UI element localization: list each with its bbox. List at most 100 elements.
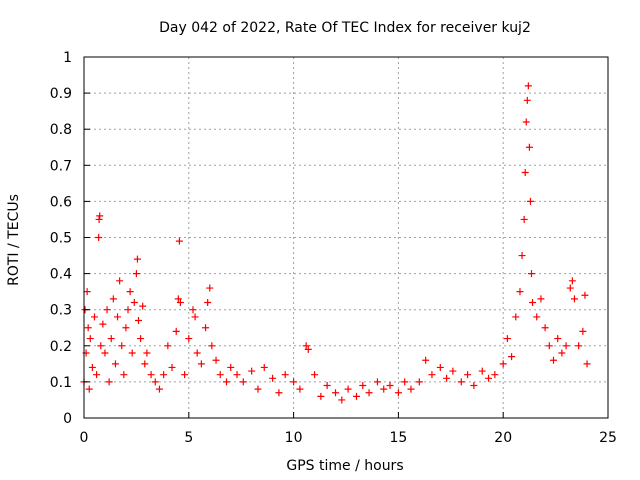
data-point [208, 342, 216, 350]
data-point [269, 374, 277, 382]
data-point [478, 367, 486, 375]
data-point [317, 392, 325, 400]
data-point [197, 360, 205, 368]
y-tick-label: 0.5 [50, 231, 72, 247]
data-point [191, 313, 199, 321]
data-point [359, 382, 367, 390]
data-point [394, 389, 402, 397]
data-point [436, 363, 444, 371]
data-point [529, 298, 537, 306]
data-point [233, 371, 241, 379]
x-tick-label: 20 [494, 430, 512, 446]
data-point [151, 378, 159, 386]
data-point [550, 356, 558, 364]
data-point [570, 295, 578, 303]
y-axis-label: ROTI / TECUs [6, 194, 22, 286]
data-point [464, 371, 472, 379]
data-point [583, 360, 591, 368]
data-point [575, 342, 583, 350]
data-point [216, 371, 224, 379]
y-tick-label: 0.1 [50, 375, 72, 391]
data-point [95, 215, 103, 223]
data-point [93, 371, 101, 379]
data-point [88, 363, 96, 371]
data-point [518, 252, 526, 260]
data-point [176, 298, 184, 306]
y-axis-ticks: 0 0.1 0.2 0.3 0.4 0.5 0.6 0.7 0.8 0.9 1 [50, 50, 90, 427]
data-point [380, 385, 388, 393]
data-point [133, 255, 141, 263]
data-point [95, 234, 103, 241]
data-point [516, 288, 524, 296]
x-tick-label: 25 [599, 430, 617, 446]
x-axis-ticks: 0 5 10 15 20 25 [80, 412, 617, 446]
data-point [525, 143, 533, 151]
data-point [204, 298, 212, 306]
data-point [533, 313, 541, 321]
data-point [103, 306, 111, 314]
chart-title: Day 042 of 2022, Rate Of TEC Index for r… [159, 20, 531, 36]
x-tick-label: 15 [389, 430, 407, 446]
data-point [302, 342, 310, 350]
data-point [581, 291, 589, 299]
data-point [428, 371, 436, 379]
data-point [541, 324, 549, 332]
data-point [522, 118, 530, 126]
data-point [352, 392, 360, 400]
data-point [537, 295, 545, 303]
x-tick-label: 0 [80, 430, 89, 446]
data-point [470, 382, 478, 390]
data-point [512, 313, 520, 321]
data-point [101, 349, 109, 357]
data-point [415, 378, 423, 386]
data-point [137, 335, 145, 343]
x-tick-label: 10 [285, 430, 303, 446]
data-point [323, 382, 331, 390]
data-point [304, 345, 312, 353]
data-point [134, 317, 142, 325]
data-point [566, 284, 574, 292]
x-tick-label: 5 [184, 430, 193, 446]
data-point [401, 378, 409, 386]
data-point [84, 324, 92, 332]
data-point [554, 335, 562, 343]
data-point [97, 342, 105, 350]
data-point [248, 367, 256, 375]
data-point [147, 371, 155, 379]
data-point [139, 302, 147, 310]
data-point [526, 197, 534, 205]
data-point [338, 396, 346, 404]
data-point [105, 378, 113, 386]
data-point [212, 356, 220, 364]
data-point [332, 389, 340, 397]
data-point [457, 378, 465, 386]
data-point [86, 335, 94, 343]
y-tick-label: 0.9 [50, 86, 72, 102]
data-point [122, 324, 130, 332]
data-point [311, 371, 319, 379]
y-tick-label: 0.7 [50, 158, 72, 174]
data-point [524, 82, 532, 90]
data-point [116, 277, 124, 285]
data-point [174, 295, 182, 303]
data-point [109, 295, 117, 303]
data-point [290, 378, 298, 386]
y-tick-label: 0.4 [50, 267, 72, 283]
data-point [579, 327, 587, 335]
data-point [181, 371, 189, 379]
data-point [223, 378, 231, 386]
data-point [422, 356, 430, 364]
data-point [568, 277, 576, 285]
data-point [132, 270, 140, 278]
y-tick-label: 0.8 [50, 122, 72, 138]
y-tick-label: 0.2 [50, 339, 72, 355]
data-point [202, 324, 210, 332]
data-point [126, 288, 134, 296]
data-point [114, 313, 122, 321]
data-point [227, 363, 235, 371]
y-tick-label: 0 [63, 411, 72, 427]
data-point [545, 342, 553, 350]
y-tick-label: 1 [63, 50, 72, 66]
data-point [520, 215, 528, 223]
